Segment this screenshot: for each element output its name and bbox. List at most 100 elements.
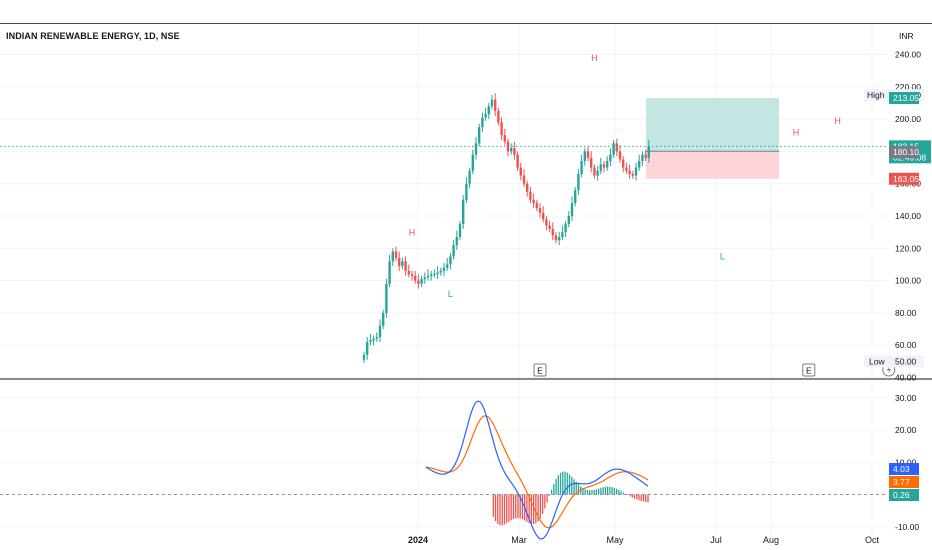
candle-body (455, 236, 458, 246)
price-axis-tick: 60.00 (895, 340, 917, 350)
candle-body (522, 175, 526, 184)
candle-body (394, 251, 398, 258)
candle-body (388, 261, 391, 284)
candle-body (433, 274, 436, 276)
candle-body (494, 99, 497, 112)
chart-title: INDIAN RENEWABLE ENERGY, 1D, NSE (6, 31, 180, 41)
candle-body (430, 274, 433, 276)
price-axis-tick: 40.00 (895, 373, 917, 383)
high-label: High (867, 90, 885, 100)
time-axis-tick: Jul (710, 535, 722, 545)
top-border (0, 23, 932, 24)
currency-label: INR (899, 31, 914, 41)
price-axis-tick: 140.00 (895, 211, 921, 221)
candle-body (407, 270, 410, 275)
loss-zone (646, 151, 779, 179)
candle-body (577, 174, 580, 191)
candle-body (583, 151, 586, 162)
macd-line (425, 400, 649, 540)
price-axis-tick: 200.00 (895, 114, 921, 124)
candle-body (385, 283, 388, 313)
candle-body (458, 224, 462, 237)
candle-body (538, 207, 542, 213)
candle-body (631, 174, 634, 176)
candle-body (401, 261, 404, 267)
macd-axis-tick: 30.00 (895, 393, 917, 403)
candle-body (366, 341, 369, 355)
candle-body (641, 154, 644, 162)
candle-body (529, 191, 532, 200)
candle-body (484, 114, 487, 118)
candle-body (468, 170, 471, 184)
lightning-icon (886, 365, 891, 375)
candle-body (574, 190, 577, 204)
candle-body (647, 146, 650, 158)
time-axis-tick: 2024 (408, 535, 428, 545)
price-axis-tick: 120.00 (895, 243, 921, 253)
profit-zone (646, 98, 779, 152)
low-value: 50.00 (895, 356, 917, 366)
candle-body (580, 161, 583, 175)
histogram-value-badge-bg (889, 489, 919, 501)
candle-body (602, 164, 606, 168)
candle-body (612, 143, 615, 155)
macd-axis-tick: -10.00 (895, 522, 919, 532)
candle-body (609, 154, 612, 162)
candle-body (420, 278, 423, 284)
candle-body (497, 111, 500, 123)
candle-body (487, 106, 490, 115)
candle-body (593, 167, 596, 176)
candle-body (532, 199, 535, 204)
candle-body (436, 272, 439, 275)
candle-body (548, 225, 551, 229)
candle-body (404, 261, 407, 271)
candle-body (586, 151, 590, 158)
candle-body (474, 143, 478, 155)
candle-body (564, 224, 567, 233)
candle-body (446, 264, 449, 268)
candle-body (500, 122, 503, 136)
earnings-marker-box (533, 363, 547, 377)
candle-body (414, 275, 417, 281)
pattern-label: H (793, 127, 800, 137)
macd-axis-tick: 10.00 (895, 457, 917, 467)
candle-body (378, 325, 382, 338)
candle-body (423, 277, 426, 279)
candle-body (638, 161, 641, 168)
candle-body (615, 143, 618, 152)
time-axis-tick: May (606, 535, 624, 545)
low-label: Low (869, 356, 885, 366)
candle-body (481, 117, 484, 128)
candle-body (545, 219, 548, 226)
candle-body (426, 275, 430, 278)
candle-body (644, 154, 647, 158)
candle-body (465, 183, 468, 200)
stop-badge-bg (889, 172, 919, 185)
candle-body (391, 251, 394, 262)
candle-body (442, 267, 446, 271)
pattern-label: H (409, 227, 416, 237)
signal-value-badge-bg (889, 476, 919, 488)
candle-body (634, 167, 638, 176)
candle-body (519, 167, 522, 176)
pattern-label: H (834, 116, 841, 126)
candle-body (590, 157, 593, 168)
candle-body (449, 256, 452, 265)
stop-badge: 163.05 (893, 174, 919, 184)
time-axis-tick: Oct (865, 535, 880, 545)
pattern-label: L (448, 289, 453, 299)
candle-body (570, 203, 574, 216)
candle-body (554, 235, 558, 241)
candle-body (417, 280, 420, 284)
candle-body (625, 167, 628, 171)
candle-body (551, 228, 554, 236)
target-badge: 213.05 (893, 93, 919, 103)
price-axis-tick: 100.00 (895, 276, 921, 286)
candle-body (510, 148, 513, 152)
candle-body (535, 203, 538, 208)
candle-body (362, 354, 366, 360)
candle-body (503, 135, 506, 142)
time-axis-tick: Aug (763, 535, 779, 545)
entry-badge: 180.10 (893, 147, 919, 157)
